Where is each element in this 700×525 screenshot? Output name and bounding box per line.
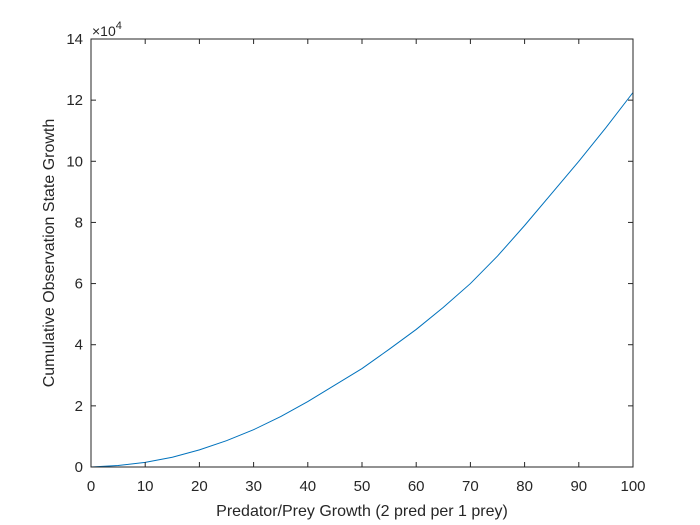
y-tick-label: 8: [75, 214, 83, 231]
y-tick-label: 12: [66, 92, 83, 109]
x-tick-label: 80: [516, 478, 533, 495]
y-tick-label: 6: [75, 276, 83, 293]
y-axis-ticks: 0 2 4 6 8 10 12 14: [66, 31, 633, 476]
x-tick-label: 40: [299, 478, 316, 495]
x-tick-label: 90: [570, 478, 587, 495]
y-tick-label: 0: [75, 459, 83, 476]
plot-area: [91, 39, 633, 467]
x-tick-label: 100: [620, 478, 645, 495]
x-tick-label: 30: [245, 478, 262, 495]
y-tick-label: 4: [75, 337, 83, 354]
series-layer: [90, 92, 634, 468]
y-tick-label: 10: [66, 153, 83, 170]
x-tick-label: 10: [137, 478, 154, 495]
x-tick-label: 60: [408, 478, 425, 495]
x-axis-ticks: 0 10 20 30 40 50 60 70 80 90 100: [87, 39, 646, 495]
y-tick-label: 14: [66, 31, 83, 48]
x-axis-label: Predator/Prey Growth (2 pred per 1 prey): [216, 503, 508, 520]
x-tick-label: 50: [354, 478, 371, 495]
y-axis-multiplier: ×104: [92, 20, 122, 39]
y-tick-label: 2: [75, 398, 83, 415]
x-tick-label: 70: [462, 478, 479, 495]
y-axis-label: Cumulative Observation State Growth: [41, 119, 58, 388]
series-line-0: [90, 92, 634, 468]
x-tick-label: 0: [87, 478, 95, 495]
x-tick-label: 20: [191, 478, 208, 495]
